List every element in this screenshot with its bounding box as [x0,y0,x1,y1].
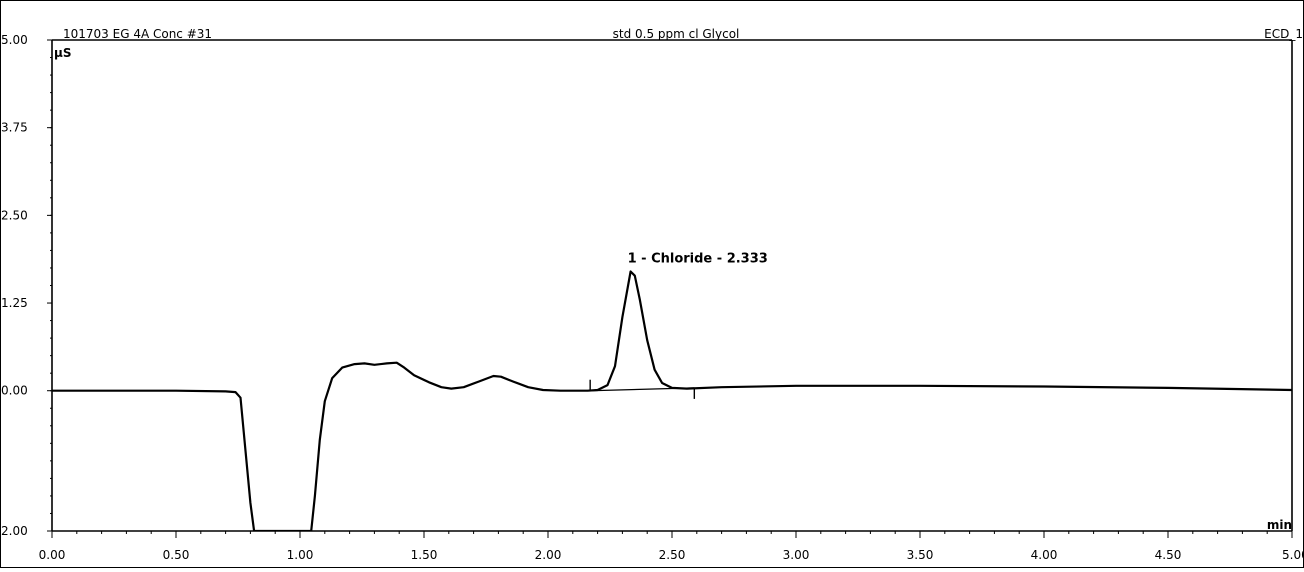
detector-label: ECD_1 [1264,27,1303,41]
x-tick-label: 4.50 [1155,548,1182,562]
x-tick-label: 3.50 [907,548,934,562]
x-tick-label: 2.50 [659,548,686,562]
y-tick-label: 5.00 [1,33,28,47]
y-tick-label: 2.50 [1,208,28,222]
traces-group [52,270,1292,531]
y-axis-unit: µS [54,46,71,60]
x-tick-label: 1.00 [287,548,314,562]
y-tick-label: 2.00 [1,524,28,538]
x-tick-label: 4.00 [1031,548,1058,562]
x-tick-label: 5.00 [1282,548,1304,562]
y-tick-label: 1.25 [1,296,28,310]
x-tick-label: 0.00 [39,548,66,562]
x-tick-label: 0.50 [163,548,190,562]
x-axis-unit: min [1267,518,1292,532]
y-tick-label: 3.75 [1,121,28,135]
x-tick-label: 1.50 [411,548,438,562]
y-tick-label: 0.00 [1,384,28,398]
peak-label: 1 - Chloride - 2.333 [628,251,768,266]
x-tick-label: 2.00 [535,548,562,562]
annotations-group: 1 - Chloride - 2.333 [628,251,768,266]
sample-name-label: 101703 EG 4A Conc #31 [63,27,212,41]
chart-title: std 0.5 ppm cl Glycol [613,27,740,41]
series-line-0 [52,270,1292,531]
x-tick-label: 3.00 [783,548,810,562]
